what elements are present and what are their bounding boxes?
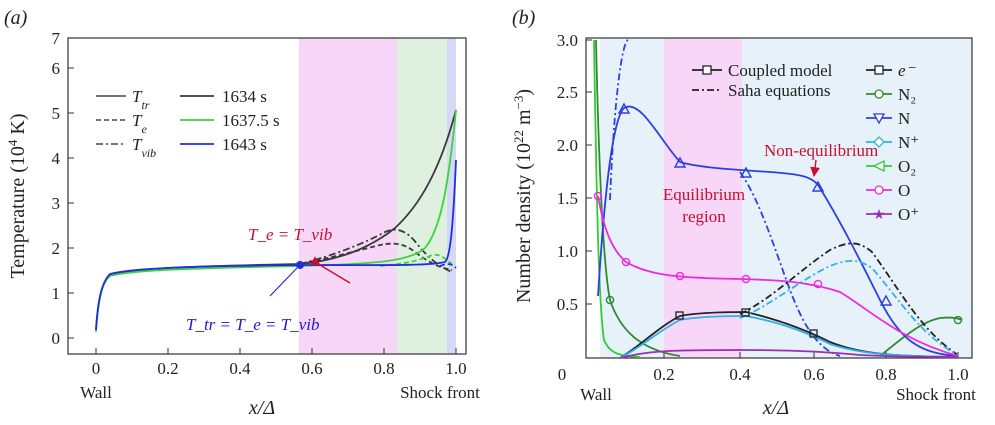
panel-a-tag: (a) bbox=[4, 7, 28, 29]
panel-a-xtick: 0.4 bbox=[229, 359, 251, 378]
panel-a: (a) 0 1 2 3 4 5 6 7 0 0.2 0.4 0.6 0.8 1.… bbox=[4, 7, 480, 419]
panel-b-equilibrium-region bbox=[664, 38, 742, 358]
panel-b-y-ticks: 0 0.5 1.0 1.5 2.0 2.5 3.0 bbox=[557, 31, 592, 384]
curve-Oplus bbox=[619, 349, 959, 359]
panel-b-anno-eq-1: Equilibrium bbox=[663, 185, 745, 204]
curve-O2 bbox=[593, 39, 641, 358]
panel-b-xtick: 0.4 bbox=[729, 365, 751, 384]
panel-b-tag: (b) bbox=[512, 7, 536, 29]
curve-Nplus-coupled bbox=[619, 315, 959, 359]
panel-a-x-ticks: 0 0.2 0.4 0.6 0.8 1.0 bbox=[92, 348, 467, 378]
legend-N2: N₂ bbox=[898, 85, 916, 104]
legend-O: O bbox=[898, 181, 910, 200]
panel-a-ylabel: Temperature (104 K) bbox=[5, 113, 30, 278]
panel-a-anno-all-equal: T_tr = T_e = T_vib bbox=[186, 315, 319, 334]
panel-a-ytick: 3 bbox=[52, 194, 61, 213]
panel-b-ytick: 1.5 bbox=[557, 189, 578, 208]
panel-b-ytick: 3.0 bbox=[557, 31, 578, 50]
panel-b-ytick: 2.0 bbox=[557, 136, 578, 155]
panel-a-xtick: 0.2 bbox=[157, 359, 178, 378]
panel-a-region-lavender bbox=[447, 38, 456, 354]
legend-coupled-model: Coupled model bbox=[728, 61, 833, 80]
legend-Oplus: O⁺ bbox=[898, 205, 919, 224]
star-icon: ★ bbox=[873, 207, 886, 223]
legend-1634: 1634 s bbox=[222, 87, 267, 106]
panel-a-blue-pointer bbox=[269, 267, 298, 297]
panel-a-anno-equal: T_e = T_vib bbox=[248, 225, 332, 244]
panel-b-markers bbox=[593, 102, 963, 338]
curve-O bbox=[597, 195, 959, 357]
curve-Nplus-saha bbox=[739, 260, 959, 356]
legend-O2: O₂ bbox=[898, 157, 916, 176]
panel-a-ytick: 4 bbox=[52, 149, 61, 168]
legend-N: N bbox=[898, 109, 910, 128]
curve-1634-tvib bbox=[299, 228, 453, 273]
panel-b-xtick: 0.6 bbox=[803, 365, 824, 384]
panel-a-ytick: 7 bbox=[52, 29, 61, 48]
panel-a-ytick: 5 bbox=[52, 104, 61, 123]
panel-b-wall-label: Wall bbox=[580, 385, 612, 404]
legend-saha: Saha equations bbox=[728, 81, 830, 100]
curve-N-saha-left bbox=[609, 39, 629, 201]
panel-b-xtick: 0.2 bbox=[653, 365, 674, 384]
panel-a-ytick: 6 bbox=[52, 59, 61, 78]
panel-a-legend: Ttr Te Tvib 1634 s 1637.5 s 1643 s bbox=[96, 87, 280, 160]
panel-a-xtick: 0.8 bbox=[373, 359, 394, 378]
panel-b-x-ticks: 0.2 0.4 0.6 0.8 1.0 bbox=[653, 352, 969, 384]
panel-b-background bbox=[600, 38, 972, 358]
legend-1637: 1637.5 s bbox=[222, 111, 280, 130]
panel-a-equal-marker bbox=[296, 261, 304, 269]
legend-e: e⁻ bbox=[898, 61, 917, 80]
panel-b-ytick: 2.5 bbox=[557, 83, 578, 102]
panel-a-region-pink bbox=[299, 38, 397, 354]
legend-tvib: Tvib bbox=[132, 135, 156, 160]
panel-a-ytick: 0 bbox=[52, 329, 61, 348]
panel-b-legend-models: Coupled model Saha equations bbox=[692, 61, 833, 100]
panel-b-ytick-zero: 0 bbox=[558, 365, 567, 384]
panel-a-y-ticks: 0 1 2 3 4 5 6 7 bbox=[52, 29, 74, 348]
curve-N-coupled bbox=[597, 105, 959, 357]
panel-b-xlabel: x/Δ bbox=[762, 397, 789, 419]
panel-b-ylabel: Number density (1022 m−3) bbox=[511, 89, 536, 303]
panel-b-ytick: 1.0 bbox=[557, 242, 578, 261]
curve-e-saha bbox=[739, 242, 959, 356]
panel-b-anno-eq-2: region bbox=[682, 207, 726, 226]
panel-b-shock-label: Shock front bbox=[896, 385, 976, 404]
legend-te: Te bbox=[132, 111, 147, 136]
panel-b-red-arrow bbox=[810, 159, 820, 177]
legend-Nplus: N⁺ bbox=[898, 133, 919, 152]
panel-a-ytick: 2 bbox=[52, 239, 61, 258]
panel-b-ytick: 0.5 bbox=[557, 295, 578, 314]
panel-a-xtick: 0.6 bbox=[301, 359, 322, 378]
panel-a-curves bbox=[95, 109, 457, 333]
panel-a-xlabel: x/Δ bbox=[248, 397, 275, 419]
panel-a-wall-label: Wall bbox=[80, 383, 112, 402]
panel-b-xtick: 1.0 bbox=[947, 365, 968, 384]
panel-b-xtick: 0.8 bbox=[875, 365, 896, 384]
panel-b-curves bbox=[593, 39, 963, 359]
panel-b: (b) 0 0.5 1.0 1.5 2.0 2.5 3.0 0.2 0.4 0.… bbox=[511, 7, 977, 419]
panel-a-shock-label: Shock front bbox=[400, 383, 480, 402]
panel-a-red-arrow bbox=[309, 256, 351, 284]
legend-ttr: Ttr bbox=[132, 87, 150, 112]
panel-a-ytick: 1 bbox=[52, 284, 61, 303]
legend-1643: 1643 s bbox=[222, 135, 267, 154]
panel-a-frame bbox=[67, 37, 467, 355]
panel-b-anno-noneq: Non-equilibrium bbox=[764, 141, 878, 160]
curve-1643-te bbox=[439, 263, 457, 269]
panel-b-legend-species: e⁻ N₂ N N⁺ O₂ O ★ O⁺ bbox=[866, 61, 919, 224]
curve-N-saha bbox=[739, 171, 841, 357]
curve-N2-shock bbox=[879, 316, 963, 357]
panel-a-xtick: 1.0 bbox=[445, 359, 466, 378]
panel-a-xtick: 0 bbox=[92, 359, 101, 378]
curve-1637-te bbox=[379, 253, 453, 267]
